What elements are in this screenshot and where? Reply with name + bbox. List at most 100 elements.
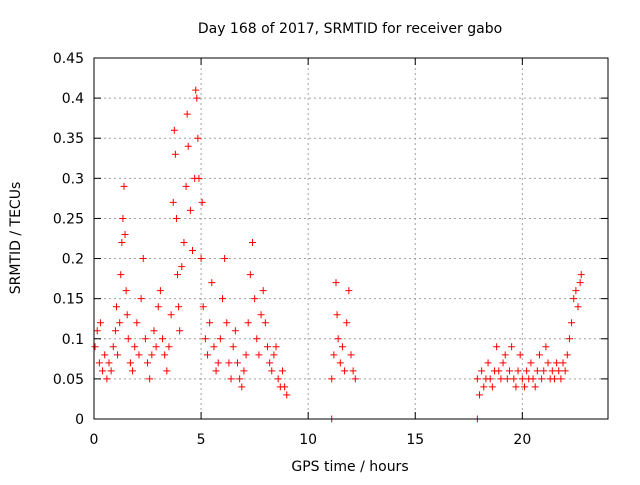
- data-point: [135, 351, 143, 359]
- data-point: [553, 359, 561, 367]
- data-point: [161, 351, 169, 359]
- data-point: [96, 319, 104, 327]
- data-point: [183, 110, 191, 118]
- data-point: [107, 367, 115, 375]
- data-point: [133, 319, 141, 327]
- data-point: [576, 279, 584, 287]
- data-point: [497, 375, 505, 383]
- data-point: [349, 367, 357, 375]
- data-point: [570, 295, 578, 303]
- data-point: [199, 303, 207, 311]
- data-point: [478, 367, 486, 375]
- data-point: [146, 375, 154, 383]
- data-point: [212, 367, 220, 375]
- data-point: [186, 206, 194, 214]
- data-point: [555, 367, 563, 375]
- data-point: [538, 375, 546, 383]
- data-point: [171, 150, 179, 158]
- data-point: [119, 214, 127, 222]
- data-point: [216, 335, 224, 343]
- data-point: [488, 383, 496, 391]
- data-point: [174, 271, 182, 279]
- data-point: [272, 343, 280, 351]
- data-point: [201, 335, 209, 343]
- data-point: [255, 351, 263, 359]
- data-point: [266, 359, 274, 367]
- data-point: [227, 375, 235, 383]
- y-axis-label: SRMTID / TECUs: [8, 182, 24, 295]
- data-point: [248, 239, 256, 247]
- data-point: [137, 295, 145, 303]
- data-point: [109, 343, 117, 351]
- data-point: [274, 375, 282, 383]
- x-tick-label: 5: [197, 432, 206, 448]
- data-point: [557, 375, 565, 383]
- data-point: [144, 359, 152, 367]
- data-point: [165, 343, 173, 351]
- x-tick-label: 20: [513, 432, 531, 448]
- data-point: [170, 126, 178, 134]
- data-point: [495, 367, 503, 375]
- data-point: [154, 303, 162, 311]
- data-point: [480, 383, 488, 391]
- data-point: [121, 230, 129, 238]
- data-point: [192, 86, 200, 94]
- data-point: [563, 351, 571, 359]
- data-point: [167, 311, 175, 319]
- data-point: [544, 359, 552, 367]
- y-tick-label: 0: [75, 412, 84, 428]
- data-point: [518, 375, 526, 383]
- data-point: [124, 335, 132, 343]
- data-point: [550, 375, 558, 383]
- data-point: [240, 367, 248, 375]
- chart-title: Day 168 of 2017, SRMTID for receiver gab…: [198, 21, 502, 37]
- data-point: [561, 367, 569, 375]
- data-point: [336, 359, 344, 367]
- data-point: [540, 367, 548, 375]
- data-point: [330, 351, 338, 359]
- data-point: [516, 351, 524, 359]
- data-point: [194, 134, 202, 142]
- data-point: [347, 351, 355, 359]
- data-point: [501, 351, 509, 359]
- data-point: [568, 319, 576, 327]
- data-point: [333, 311, 341, 319]
- data-point: [535, 351, 543, 359]
- data-point: [93, 327, 101, 335]
- data-point: [208, 279, 216, 287]
- data-point: [184, 142, 192, 150]
- data-point: [101, 351, 109, 359]
- data-point: [559, 359, 567, 367]
- data-point: [259, 287, 267, 295]
- data-point: [91, 343, 99, 351]
- data-point: [253, 335, 261, 343]
- data-point: [156, 287, 164, 295]
- x-tick-label: 15: [406, 432, 424, 448]
- data-point: [529, 375, 537, 383]
- data-point: [122, 287, 130, 295]
- y-tick-label: 0.05: [53, 372, 84, 388]
- data-point: [152, 343, 160, 351]
- data-point: [512, 383, 520, 391]
- data-point: [527, 359, 535, 367]
- data-point: [332, 279, 340, 287]
- y-tick-label: 0.4: [62, 91, 84, 107]
- data-point: [233, 359, 241, 367]
- data-point: [251, 295, 259, 303]
- data-point: [141, 335, 149, 343]
- data-point: [95, 359, 103, 367]
- data-point: [231, 327, 239, 335]
- data-point: [159, 335, 167, 343]
- data-point: [242, 351, 250, 359]
- data-point: [105, 359, 113, 367]
- data-point: [204, 351, 212, 359]
- data-point: [572, 287, 580, 295]
- data-point: [197, 255, 205, 263]
- y-tick-label: 0.25: [53, 211, 84, 227]
- data-point: [229, 343, 237, 351]
- data-point: [99, 367, 107, 375]
- axis-ticks: 0 0.05 0.1 0.15 0.2 0.25 0.3 0.35 0.4 0.45 0 5 10 15 2…: [53, 51, 608, 448]
- data-point: [223, 319, 231, 327]
- data-point: [473, 375, 481, 383]
